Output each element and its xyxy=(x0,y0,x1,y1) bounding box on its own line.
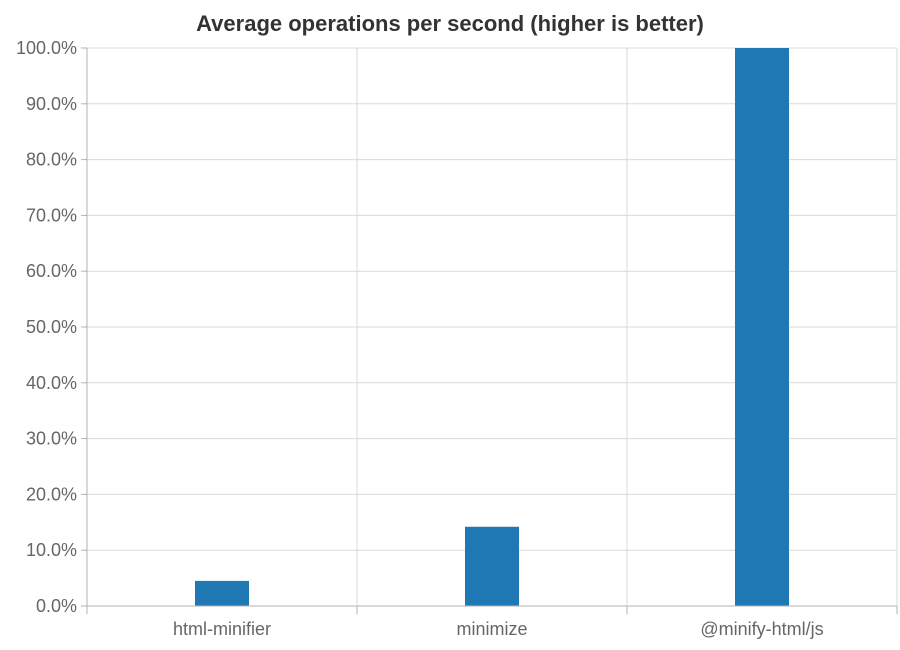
bars xyxy=(195,48,789,606)
y-tick-label: 0.0% xyxy=(36,596,77,616)
y-tick-label: 40.0% xyxy=(26,373,77,393)
y-tick-label: 20.0% xyxy=(26,484,77,504)
bar xyxy=(735,48,789,606)
y-tick-label: 70.0% xyxy=(26,205,77,225)
x-tick-label: html-minifier xyxy=(173,619,271,639)
y-tick-label: 60.0% xyxy=(26,261,77,281)
y-tick-label: 50.0% xyxy=(26,317,77,337)
y-tick-label: 10.0% xyxy=(26,540,77,560)
y-tick-label: 90.0% xyxy=(26,94,77,114)
chart-title: Average operations per second (higher is… xyxy=(196,11,704,36)
y-axis-tick-labels: 0.0% 10.0% 20.0% 30.0% 40.0% 50.0% 60.0% 70.0% 8… xyxy=(16,38,77,616)
axes xyxy=(81,47,898,614)
y-tick-label: 30.0% xyxy=(26,429,77,449)
bar xyxy=(195,580,249,606)
y-tick-label: 100.0% xyxy=(16,38,77,58)
x-tick-label: @minify-html/js xyxy=(700,619,823,639)
y-tick-label: 80.0% xyxy=(26,150,77,170)
bar xyxy=(465,526,519,606)
x-axis-tick-labels: html-minifier minimize @minify-html/js xyxy=(173,619,824,639)
x-tick-label: minimize xyxy=(456,619,527,639)
